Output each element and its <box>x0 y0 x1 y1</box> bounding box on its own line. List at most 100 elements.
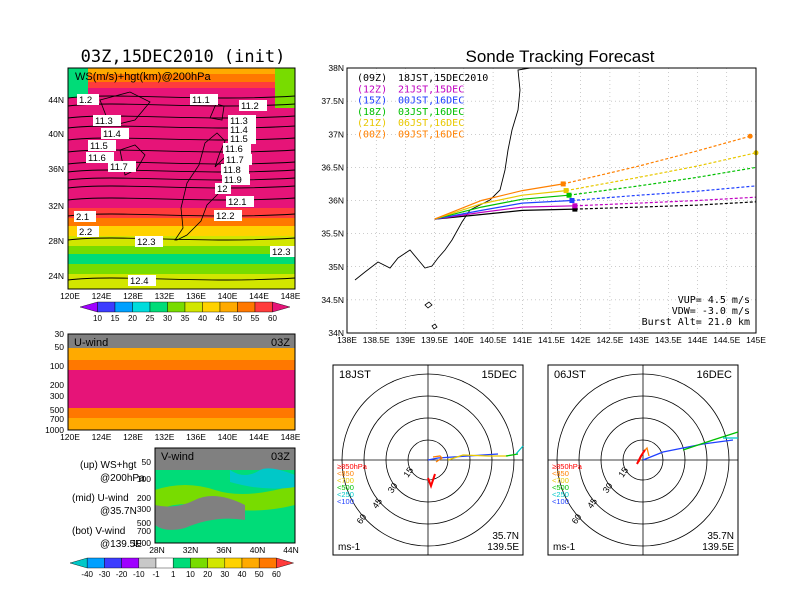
legend-up-1: (up) WS+hgt <box>80 460 137 471</box>
param-burst: Burst Alt= 21.0 km <box>642 317 750 328</box>
pressure-legend: <500 <box>337 483 354 492</box>
polar-lat: 35.7N <box>492 531 519 542</box>
pressure-tick-label: 30 <box>55 329 65 339</box>
colorbar-swatch <box>259 557 277 569</box>
pressure-legend: <250 <box>337 490 354 499</box>
colorbar-label: 30 <box>163 314 172 323</box>
contour-label: 2.2 <box>77 226 99 238</box>
lon-tick-label: 120E <box>60 291 80 301</box>
lat-tick-label: 32N <box>183 545 199 555</box>
pressure-tick-label: 100 <box>137 474 151 484</box>
colorbar-swatch <box>207 557 226 569</box>
end-marker <box>747 133 753 139</box>
pressure-tick-label: 1000 <box>45 425 64 435</box>
x-tick-label: 145E <box>746 335 766 345</box>
colorbar-swatch <box>241 557 260 569</box>
lon-tick-label: 148E <box>281 291 301 301</box>
colorbar-label: 60 <box>272 570 281 579</box>
legend-label: 18JST,15DEC2010 <box>398 73 488 84</box>
x-tick-label: 144E <box>688 335 708 345</box>
contour-label: 12.4 <box>128 275 156 287</box>
colorbar-label: -40 <box>81 570 93 579</box>
colorbar-label: 40 <box>198 314 207 323</box>
colorbar-swatch <box>138 557 157 569</box>
pressure-legend: <100 <box>552 497 569 506</box>
y-tick-label: 37N <box>328 129 344 139</box>
u-wind-time: 03Z <box>271 337 290 349</box>
pressure-legend: ≥850hPa <box>337 462 368 471</box>
contour-label: 11.3 <box>93 115 121 127</box>
track-line-solid <box>434 194 570 220</box>
lat-tick-label: 44N <box>283 545 299 555</box>
lon-tick-label: 128E <box>123 432 143 442</box>
hodograph-segment <box>636 449 646 465</box>
colorbar-swatch <box>155 557 174 569</box>
contour-label: 11.6 <box>223 143 251 155</box>
pressure-legend: ≥850hPa <box>552 462 583 471</box>
hodograph-segment <box>515 445 524 455</box>
colorbar-label: 40 <box>238 570 247 579</box>
colorbar-label: 15 <box>111 314 120 323</box>
pressure-tick-label: 200 <box>137 493 151 503</box>
svg-text:11.5: 11.5 <box>90 141 108 152</box>
polar-date: 15DEC <box>482 369 518 381</box>
legend-launch: (09Z) <box>357 73 387 84</box>
lat-tick-label: 40N <box>250 545 266 555</box>
track-line-dashed <box>565 152 757 192</box>
colorbar-swatch <box>190 557 208 569</box>
svg-text:11.3: 11.3 <box>95 116 113 127</box>
landing-marker <box>563 188 569 194</box>
lon-tick-label: 124E <box>92 291 112 301</box>
svg-text:2.2: 2.2 <box>79 227 92 238</box>
param-vup: VUP= 4.5 m/s <box>678 295 750 306</box>
contour-label: 11.5 <box>88 140 116 152</box>
legend-mid-1: (mid) U-wind <box>72 493 129 504</box>
colorbar-swatch <box>237 301 256 313</box>
v-wind-time: 03Z <box>271 451 290 463</box>
contour-label: 2.1 <box>74 211 96 223</box>
colorbar-label: 50 <box>233 314 242 323</box>
svg-text:11.4: 11.4 <box>230 125 248 136</box>
chart-title: Sonde Tracking Forecast <box>466 47 655 66</box>
svg-text:12.3: 12.3 <box>137 237 156 248</box>
contour-label: 1.2 <box>77 94 99 106</box>
colorbar-swatch <box>149 301 168 313</box>
lat-tick-label: 36N <box>216 545 232 555</box>
contour-label: 12 <box>215 183 231 195</box>
colorbar-label: 20 <box>203 570 212 579</box>
colorbar-swatch <box>132 301 151 313</box>
ws-hgt-map: 1.2 11.111.211.3 11.311.4 11.411.511.511.61… <box>48 67 301 323</box>
colorbar-label: 1 <box>171 570 176 579</box>
colorbar-swatch <box>272 301 291 313</box>
colorbar-swatch <box>202 301 221 313</box>
u-wind-title: U-wind <box>74 337 108 349</box>
svg-text:12: 12 <box>217 184 228 195</box>
height-contour <box>67 125 296 129</box>
pressure-legend: <250 <box>552 490 569 499</box>
pressure-tick-label: 100 <box>50 361 64 371</box>
colorbar-swatch <box>79 301 98 313</box>
ring-label: 15 <box>401 465 415 479</box>
colorbar-label: 35 <box>181 314 190 323</box>
svg-text:2.1: 2.1 <box>76 212 89 223</box>
polar-unit: ms-1 <box>338 542 361 553</box>
height-contour <box>67 177 296 181</box>
pressure-legend: <850 <box>552 469 569 478</box>
polar-lon: 139.5E <box>702 542 734 553</box>
ring-label: 15 <box>616 465 630 479</box>
legend-launch: (15Z) <box>357 96 387 107</box>
x-tick-label: 144.5E <box>713 335 740 345</box>
colorbar-swatch <box>121 557 140 569</box>
lon-tick-label: 140E <box>218 432 238 442</box>
track-line-solid <box>434 199 572 220</box>
legend-launch: (00Z) <box>357 130 387 141</box>
legend-mid-2: @35.7N <box>100 506 137 517</box>
landing-marker <box>572 203 578 209</box>
svg-text:12.4: 12.4 <box>130 276 149 287</box>
legend-launch: (18Z) <box>357 107 387 118</box>
svg-text:11.7: 11.7 <box>110 162 128 173</box>
pressure-tick-label: 500 <box>137 518 151 528</box>
x-tick-label: 140.5E <box>480 335 507 345</box>
landing-marker <box>572 206 578 212</box>
